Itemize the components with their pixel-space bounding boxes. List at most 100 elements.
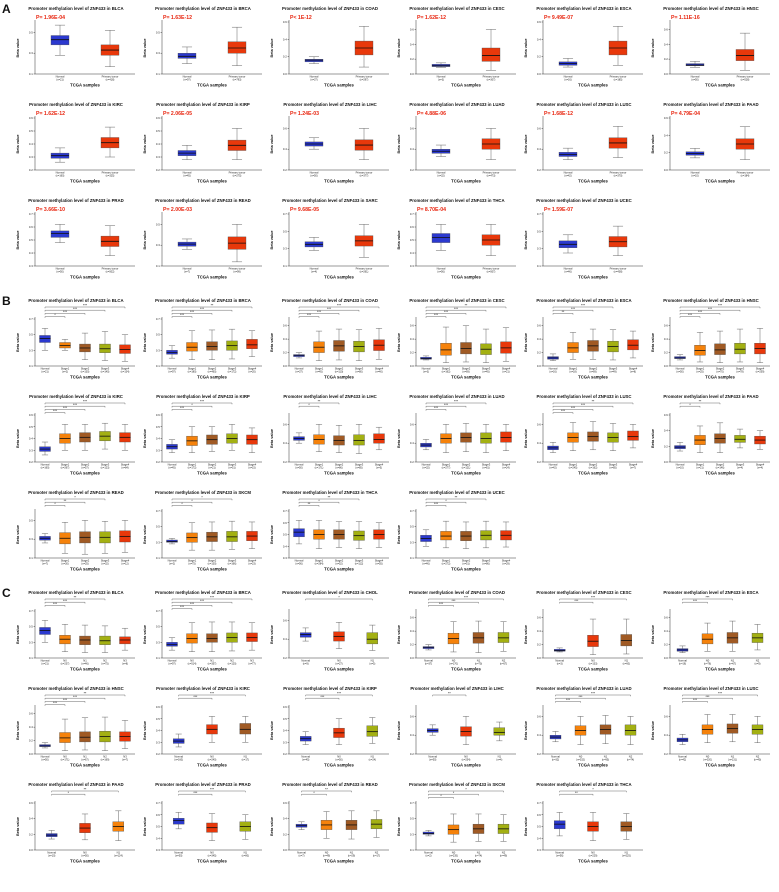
- svg-text:Stage2: Stage2: [716, 366, 725, 370]
- svg-text:(n=49): (n=49): [500, 855, 507, 858]
- svg-text:***: ***: [571, 406, 576, 410]
- svg-text:TCGA samples: TCGA samples: [705, 471, 735, 476]
- svg-text:Stage4: Stage4: [502, 558, 511, 562]
- boxplot-C-KIRP: Promoter methylation level of ZNF433 in …: [270, 686, 389, 768]
- svg-text:0.0: 0.0: [664, 72, 668, 76]
- svg-text:Normal: Normal: [310, 266, 319, 270]
- svg-text:N0: N0: [452, 850, 456, 854]
- svg-text:0.1: 0.1: [410, 848, 414, 852]
- boxplot-B-KIRP: Promoter methylation level of ZNF433 in …: [143, 394, 262, 476]
- svg-text:Stage1: Stage1: [188, 366, 197, 370]
- svg-text:Beta value: Beta value: [397, 721, 401, 740]
- svg-text:N1: N1: [604, 754, 608, 758]
- svg-text:Stage4: Stage4: [756, 366, 765, 370]
- svg-text:0.0: 0.0: [410, 72, 414, 76]
- svg-text:Stage4: Stage4: [502, 366, 511, 370]
- svg-text:***: ***: [73, 695, 78, 699]
- svg-text:0.4: 0.4: [410, 441, 414, 445]
- svg-text:0.6: 0.6: [410, 714, 414, 718]
- svg-text:P= 1.68E-12: P= 1.68E-12: [544, 111, 573, 117]
- svg-text:(n=16): (n=16): [679, 663, 686, 666]
- svg-text:TCGA samples: TCGA samples: [197, 567, 227, 572]
- svg-text:0.3: 0.3: [410, 540, 414, 544]
- svg-text:***: ***: [688, 313, 693, 317]
- svg-text:Stage4: Stage4: [248, 366, 257, 370]
- svg-text:***: ***: [210, 692, 215, 696]
- svg-text:Promoter methylation level of: Promoter methylation level of ZNF433 in …: [156, 102, 250, 107]
- svg-text:***: ***: [452, 599, 457, 603]
- svg-text:0.3: 0.3: [29, 640, 33, 644]
- svg-text:0.5: 0.5: [156, 525, 160, 529]
- svg-text:0.3: 0.3: [156, 848, 160, 852]
- svg-text:N0: N0: [190, 658, 194, 662]
- svg-text:(n=45): (n=45): [183, 175, 190, 178]
- svg-text:(n=514): (n=514): [188, 663, 197, 666]
- svg-text:Beta value: Beta value: [524, 625, 528, 644]
- svg-text:Beta value: Beta value: [143, 721, 147, 740]
- svg-text:Promoter methylation level of: Promoter methylation level of ZNF433 in …: [409, 394, 504, 399]
- svg-text:***: ***: [327, 307, 332, 311]
- svg-text:0.7: 0.7: [537, 212, 541, 216]
- svg-text:0.2: 0.2: [29, 168, 33, 172]
- svg-text:0.1: 0.1: [283, 264, 287, 268]
- svg-text:Stage4: Stage4: [375, 366, 384, 370]
- svg-text:***: ***: [454, 307, 459, 311]
- svg-text:(n=131): (n=131): [728, 759, 737, 762]
- svg-text:0.3: 0.3: [156, 448, 160, 452]
- svg-text:0.2: 0.2: [156, 752, 160, 756]
- svg-text:Normal: Normal: [56, 170, 65, 174]
- svg-text:Beta value: Beta value: [397, 231, 401, 250]
- svg-text:TCGA samples: TCGA samples: [70, 471, 100, 476]
- svg-text:***: ***: [693, 599, 698, 603]
- svg-text:0.5: 0.5: [156, 717, 160, 721]
- svg-text:Promoter methylation level of: Promoter methylation level of ZNF433 in …: [283, 394, 376, 399]
- svg-text:Primary tumor: Primary tumor: [102, 74, 119, 78]
- svg-text:0.6: 0.6: [664, 413, 668, 417]
- svg-text:***: ***: [591, 596, 596, 600]
- svg-text:(n=254): (n=254): [462, 759, 471, 762]
- svg-text:(n=97): (n=97): [168, 663, 175, 666]
- svg-text:(n=418): (n=418): [106, 79, 115, 82]
- svg-text:Stage3: Stage3: [228, 558, 237, 562]
- svg-text:TCGA samples: TCGA samples: [197, 275, 227, 280]
- svg-text:TCGA samples: TCGA samples: [578, 179, 608, 184]
- svg-text:0.2: 0.2: [410, 643, 414, 647]
- svg-text:0.5: 0.5: [29, 625, 33, 629]
- svg-text:0.6: 0.6: [283, 801, 287, 805]
- svg-text:0.6: 0.6: [410, 324, 414, 328]
- boxplot-C-BLCA: Promoter methylation level of ZNF433 in …: [16, 590, 135, 672]
- svg-text:***: ***: [180, 605, 185, 609]
- svg-text:(n=225): (n=225): [622, 855, 631, 858]
- svg-text:0.2: 0.2: [410, 351, 414, 355]
- svg-text:N1: N1: [210, 658, 214, 662]
- svg-text:Promoter methylation level of: Promoter methylation level of ZNF433 in …: [29, 394, 123, 399]
- svg-text:Normal: Normal: [310, 74, 319, 78]
- svg-text:Stage3: Stage3: [355, 366, 364, 370]
- svg-text:(n=2): (n=2): [62, 371, 68, 374]
- svg-text:0.3: 0.3: [537, 848, 541, 852]
- svg-text:(n=74): (n=74): [475, 855, 482, 858]
- svg-text:Stage2: Stage2: [81, 366, 90, 370]
- svg-text:Beta value: Beta value: [16, 231, 20, 250]
- svg-text:(n=124): (n=124): [114, 855, 123, 858]
- svg-text:0.3: 0.3: [156, 243, 160, 247]
- svg-text:0.2: 0.2: [283, 832, 287, 836]
- svg-text:0.2: 0.2: [664, 444, 668, 448]
- svg-text:Primary tumor: Primary tumor: [356, 266, 373, 270]
- svg-text:(n=3): (n=3): [557, 663, 563, 666]
- svg-text:Normal: Normal: [422, 558, 431, 562]
- svg-text:(n=25): (n=25): [81, 563, 88, 566]
- svg-text:(n=42): (n=42): [564, 175, 571, 178]
- svg-text:(n=86): (n=86): [482, 563, 489, 566]
- svg-text:N1: N1: [477, 850, 481, 854]
- svg-text:0.1: 0.1: [29, 364, 33, 368]
- svg-text:*: *: [592, 788, 594, 792]
- svg-text:0.5: 0.5: [410, 238, 414, 242]
- svg-text:(n=56): (n=56): [556, 855, 563, 858]
- svg-text:0.0: 0.0: [29, 848, 33, 852]
- svg-text:Stage3: Stage3: [228, 462, 237, 466]
- svg-text:*: *: [465, 788, 467, 792]
- svg-text:**: **: [64, 499, 67, 503]
- svg-text:Normal: Normal: [174, 754, 183, 758]
- svg-text:Normal: Normal: [564, 266, 573, 270]
